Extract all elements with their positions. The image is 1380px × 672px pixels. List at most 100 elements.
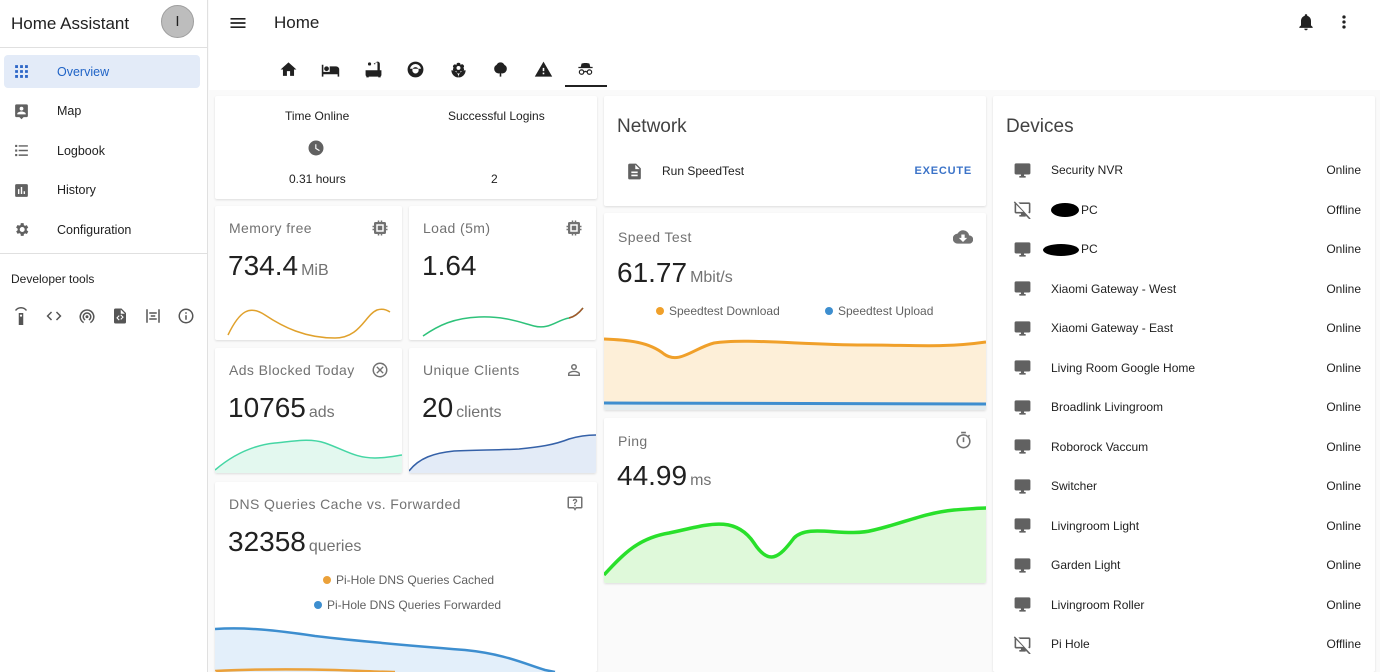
sidebar-item-history[interactable]: History [4,174,200,207]
sensor-name: Load (5m) [423,220,491,236]
legend-item-download[interactable]: Speedtest Download [656,304,780,318]
script-name: Run SpeedTest [662,164,745,178]
notifications-icon[interactable] [1296,12,1316,32]
device-state: Online [1326,242,1361,256]
device-state: Online [1326,597,1361,612]
network-card: Network Run SpeedTest EXECUTE [604,96,986,206]
list-icon [15,144,28,157]
desktop-off-icon [1013,635,1031,654]
ads-graph-line [215,439,402,471]
device-state: Online [1326,360,1361,375]
tab-home[interactable] [267,52,309,87]
broadcast-icon[interactable] [77,306,96,325]
incognito-icon [578,62,593,75]
info-icon[interactable] [176,306,195,325]
clients-graph-line [409,434,596,472]
device-row[interactable]: Pi Hole Offline [993,632,1375,656]
device-state: Offline [1326,637,1361,651]
robot-vacuum-icon [407,61,424,78]
device-name: Broadlink Livingroom [1051,400,1164,414]
upload-graph-line [604,401,986,406]
desktop-icon [1014,281,1031,296]
device-row[interactable]: Livingroom Roller Online [993,593,1375,617]
card-title: Network [617,116,687,137]
dns-queries-card[interactable]: DNS Queries Cache vs. Forwarded 32358 que… [215,482,597,672]
download-graph-line [604,337,986,360]
sensor-graph [409,434,596,473]
device-state: Online [1326,163,1361,177]
file-document-icon [628,163,641,179]
sensor-value: 61.77 Mbit/s [617,257,733,288]
unique-clients-card[interactable]: Unique Clients 20 clients [409,348,596,473]
clients-graph-area [409,435,596,473]
tab-bathroom[interactable] [352,52,394,87]
device-state: Offline [1326,202,1361,217]
sensor-value: 32358 queries [228,526,362,557]
device-row[interactable]: Broadlink Livingroom Online [993,395,1375,419]
template-icon[interactable] [143,306,162,325]
sidebar-item-label: Configuration [57,222,132,237]
legend-dot [314,601,322,609]
file-code-icon[interactable] [110,306,129,325]
load-card[interactable]: Load (5m) 1.64 [409,206,596,340]
device-name: Pi Hole [1051,637,1090,651]
device-row[interactable]: PC Online [993,237,1375,261]
device-row[interactable]: Security NVR Online [993,158,1375,182]
sidebar-item-configuration[interactable]: Configuration [4,213,200,246]
legend-item-forwarded[interactable]: Pi-Hole DNS Queries Forwarded [314,598,501,612]
remote-icon[interactable] [11,306,30,325]
ping-card[interactable]: Ping 44.99 ms [604,418,986,583]
sensor-name: Speed Test [618,229,692,245]
legend-item-cached[interactable]: Pi-Hole DNS Queries Cached [323,573,494,587]
bed-icon [321,64,340,77]
menu-icon[interactable] [228,13,248,33]
device-row[interactable]: Roborock Vaccum Online [993,435,1375,459]
tab-garden[interactable] [437,52,479,87]
speed-test-card[interactable]: Speed Test 61.77 Mbit/s Speedtest Downloa… [604,213,986,410]
tab-bedroom[interactable] [310,52,352,87]
sensor-name: Ping [618,433,648,449]
code-icon[interactable] [44,306,63,325]
device-row[interactable]: Xiaomi Gateway - East Online [993,316,1375,340]
desktop-icon [1014,439,1031,454]
sidebar-item-overview[interactable]: Overview [4,55,200,88]
legend-item-upload[interactable]: Speedtest Upload [825,304,933,318]
sidebar-item-label: Overview [57,64,110,79]
device-row[interactable]: Living Room Google Home Online [993,356,1375,380]
tab-robot[interactable] [395,52,437,87]
memory-free-card[interactable]: Memory free 734.4 MiB [215,206,402,340]
desktop-icon [1014,162,1031,178]
upload-graph-area [604,403,986,410]
desktop-icon [1014,518,1031,533]
sidebar-item-map[interactable]: Map [4,95,200,128]
ads-blocked-card[interactable]: Ads Blocked Today 10765 ads [215,348,402,473]
forwarded-graph-area [215,628,555,672]
app-toolbar: Home [209,0,1380,90]
clock-icon[interactable] [307,139,325,157]
execute-button[interactable]: EXECUTE [914,165,972,177]
developer-tools-title: Developer tools [11,272,95,286]
device-state: Online [1326,400,1361,414]
device-name: Livingroom Light [1051,518,1140,533]
sensor-value: 734.4 MiB [228,250,329,281]
speed-graph [604,337,986,410]
tree-icon [494,62,507,77]
tab-incognito[interactable] [564,52,607,87]
alert-icon [534,61,552,77]
legend-dot [825,307,833,315]
time-online-value: 0.31 hours [289,172,346,186]
device-row[interactable]: Switcher Online [993,474,1375,498]
device-row[interactable]: Xiaomi Gateway - West Online [993,277,1375,301]
home-icon [280,62,296,76]
sidebar-item-logbook[interactable]: Logbook [4,134,200,167]
more-options-icon[interactable] [1334,12,1354,32]
device-row[interactable]: PC Offline [993,198,1375,222]
device-row[interactable]: Livingroom Light Online [993,514,1375,538]
devices-card: Devices Security NVR Online PC Offline PC Onl… [993,96,1375,672]
device-row[interactable]: Garden Light Online [993,553,1375,577]
avatar[interactable]: I [161,5,194,38]
device-name: Roborock Vaccum [1051,439,1149,454]
tab-trees[interactable] [480,52,522,87]
device-name: Garden Light [1051,558,1121,572]
tab-alerts[interactable] [522,52,564,87]
